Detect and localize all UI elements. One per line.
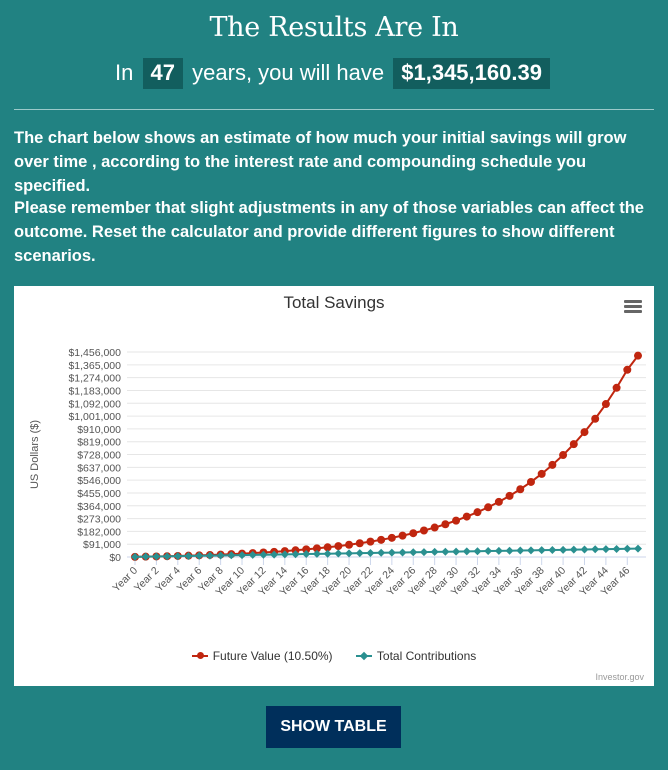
svg-text:$1,456,000: $1,456,000 xyxy=(68,347,121,359)
legend-label: Total Contributions xyxy=(376,649,477,663)
svg-text:$546,000: $546,000 xyxy=(77,475,121,487)
future-amount-value: $1,345,160.39 xyxy=(393,58,550,89)
page-title: The Results Are In xyxy=(209,12,459,43)
chart-legend: Future Value (10.50%) Total Contribution… xyxy=(14,649,654,664)
svg-text:US Dollars ($): US Dollars ($) xyxy=(29,420,41,489)
svg-text:$1,274,000: $1,274,000 xyxy=(68,373,121,385)
svg-text:$455,000: $455,000 xyxy=(77,488,121,500)
svg-text:$1,365,000: $1,365,000 xyxy=(68,360,121,372)
explanation-paragraph: The chart below shows an estimate of how… xyxy=(14,129,627,195)
years-value: 47 xyxy=(142,58,184,89)
chart-credit[interactable]: Investor.gov xyxy=(595,672,644,682)
svg-text:$910,000: $910,000 xyxy=(77,424,121,436)
svg-text:$182,000: $182,000 xyxy=(77,526,121,538)
divider xyxy=(14,109,654,110)
svg-text:$819,000: $819,000 xyxy=(77,437,121,449)
headline-middle: years, you will have xyxy=(192,60,385,85)
svg-text:$728,000: $728,000 xyxy=(77,450,121,462)
total-savings-chart: Total Savings $0 $91,000 $182,000 $273,000 $… xyxy=(14,286,654,686)
legend-label: Future Value (10.50%) xyxy=(212,649,333,663)
circle-marker-icon xyxy=(191,651,208,661)
svg-text:$1,183,000: $1,183,000 xyxy=(68,385,121,397)
diamond-marker-icon xyxy=(355,651,372,661)
svg-text:$1,092,000: $1,092,000 xyxy=(68,398,121,410)
chart-title: Total Savings xyxy=(283,293,385,312)
svg-text:$1,001,000: $1,001,000 xyxy=(68,411,121,423)
result-headline: In 47 years, you will have $1,345,160.39 xyxy=(0,58,668,89)
hamburger-menu-icon[interactable] xyxy=(624,300,642,314)
svg-text:$364,000: $364,000 xyxy=(77,501,121,513)
chart-plot-area: $0$91,000$182,000$273,000$364,000$455,00… xyxy=(29,347,646,598)
headline-prefix: In xyxy=(115,60,134,85)
show-table-button[interactable]: SHOW TABLE xyxy=(266,706,401,748)
svg-text:$273,000: $273,000 xyxy=(77,514,121,526)
legend-future-value[interactable]: Future Value (10.50%) xyxy=(191,649,333,663)
svg-text:$91,000: $91,000 xyxy=(83,539,121,551)
svg-text:$637,000: $637,000 xyxy=(77,462,121,474)
svg-text:$0: $0 xyxy=(109,552,121,564)
legend-total-contributions[interactable]: Total Contributions xyxy=(355,649,477,663)
disclaimer-paragraph: Please remember that slight adjustments … xyxy=(14,199,644,265)
